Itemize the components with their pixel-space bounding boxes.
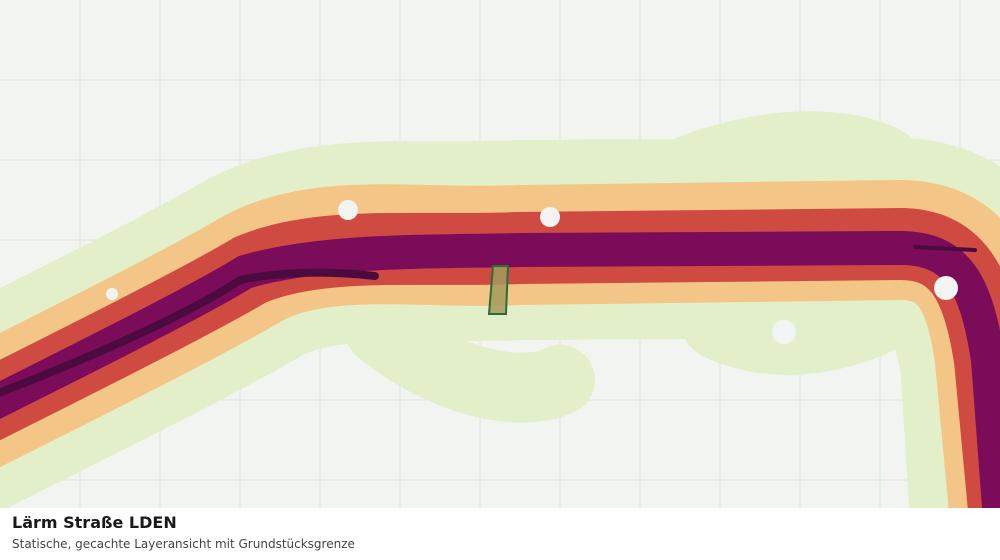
gaps <box>106 200 958 344</box>
noise-band-lowest <box>345 295 595 423</box>
noise-band-lowest <box>680 260 940 375</box>
caption-bar: Lärm Straße LDEN Statische, gecachte Lay… <box>0 508 1000 560</box>
noise-band-highest <box>0 268 379 397</box>
map <box>0 0 1000 508</box>
map-subtitle: Statische, gecachte Layeransicht mit Gru… <box>12 537 355 551</box>
map-title: Lärm Straße LDEN <box>12 513 177 532</box>
parcel-boundary <box>487 265 510 315</box>
noise-bands <box>0 111 1000 508</box>
noise-band-highest <box>913 245 977 252</box>
